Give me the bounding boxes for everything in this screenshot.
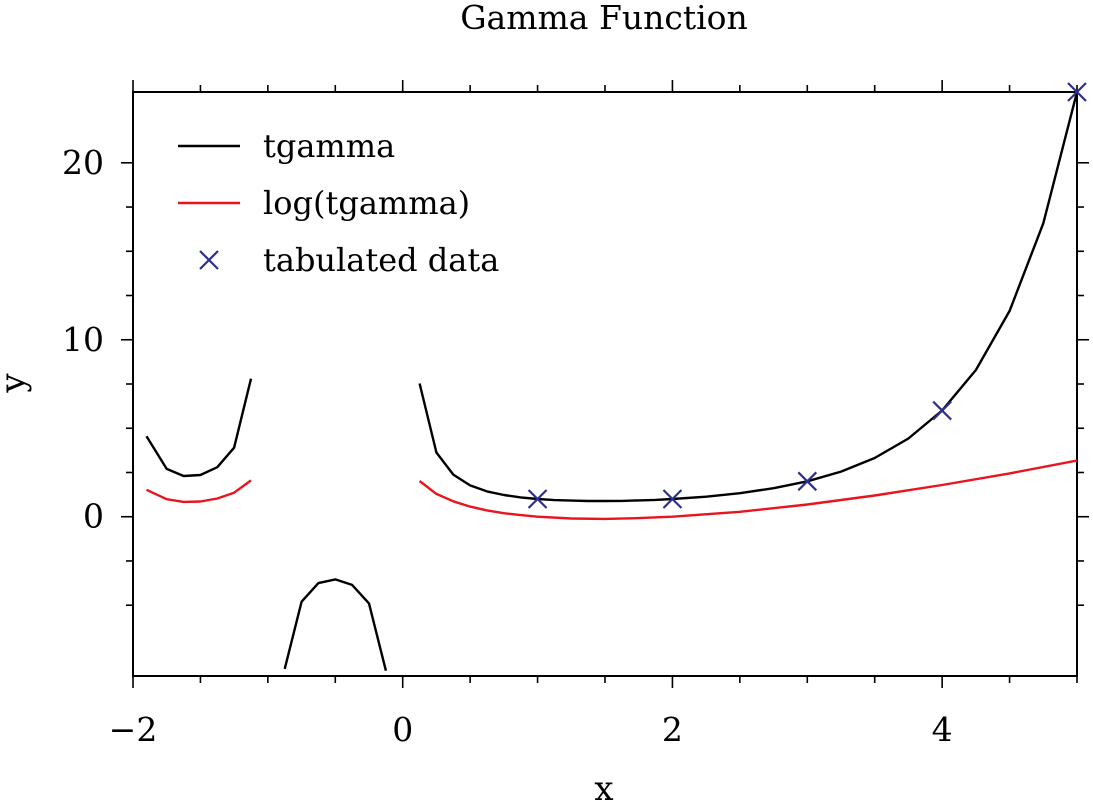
y-tick-label: 0: [83, 497, 104, 536]
y-tick-label: 10: [62, 320, 104, 359]
axis-ticks: [121, 80, 1089, 688]
marker-stroke: [1067, 82, 1087, 102]
legend-label: tabulated data: [263, 241, 499, 279]
x-tick-label: 0: [392, 710, 413, 749]
legend: tgamma log(tgamma) tabulated data: [178, 127, 499, 279]
legend-marker: [199, 250, 219, 270]
data-point-marker: [797, 471, 818, 492]
legend-label: log(tgamma): [263, 184, 470, 222]
x-tick-label: 2: [662, 710, 683, 749]
marker-layer: [527, 82, 1087, 509]
x-axis-label: x: [594, 769, 613, 804]
series-line-log-tgamma: [145, 479, 252, 504]
series-line-tgamma: [418, 92, 1077, 503]
series-line-tgamma: [145, 378, 253, 478]
plot-frame: [132, 91, 1078, 677]
y-axis-label: y: [0, 373, 33, 394]
x-tick-label: −2: [109, 710, 158, 749]
marker-stroke: [527, 489, 548, 509]
data-point-marker: [527, 489, 548, 509]
chart-title: Gamma Function: [460, 0, 748, 37]
y-tick-label: 20: [62, 143, 104, 182]
x-tick-label: 4: [932, 710, 953, 749]
axis-tick-labels: −2 0 2 4 0 10 20: [62, 143, 953, 749]
series-line-log-tgamma: [418, 459, 1077, 521]
data-point-marker: [1067, 82, 1087, 102]
data-point-marker: [662, 489, 683, 509]
marker-stroke: [662, 489, 683, 509]
data-point-marker: [932, 400, 952, 421]
series-line-tgamma: [283, 578, 388, 671]
series-layer: [145, 92, 1077, 671]
marker-stroke: [797, 471, 818, 492]
marker-stroke: [932, 400, 952, 421]
legend-label: tgamma: [263, 127, 395, 165]
